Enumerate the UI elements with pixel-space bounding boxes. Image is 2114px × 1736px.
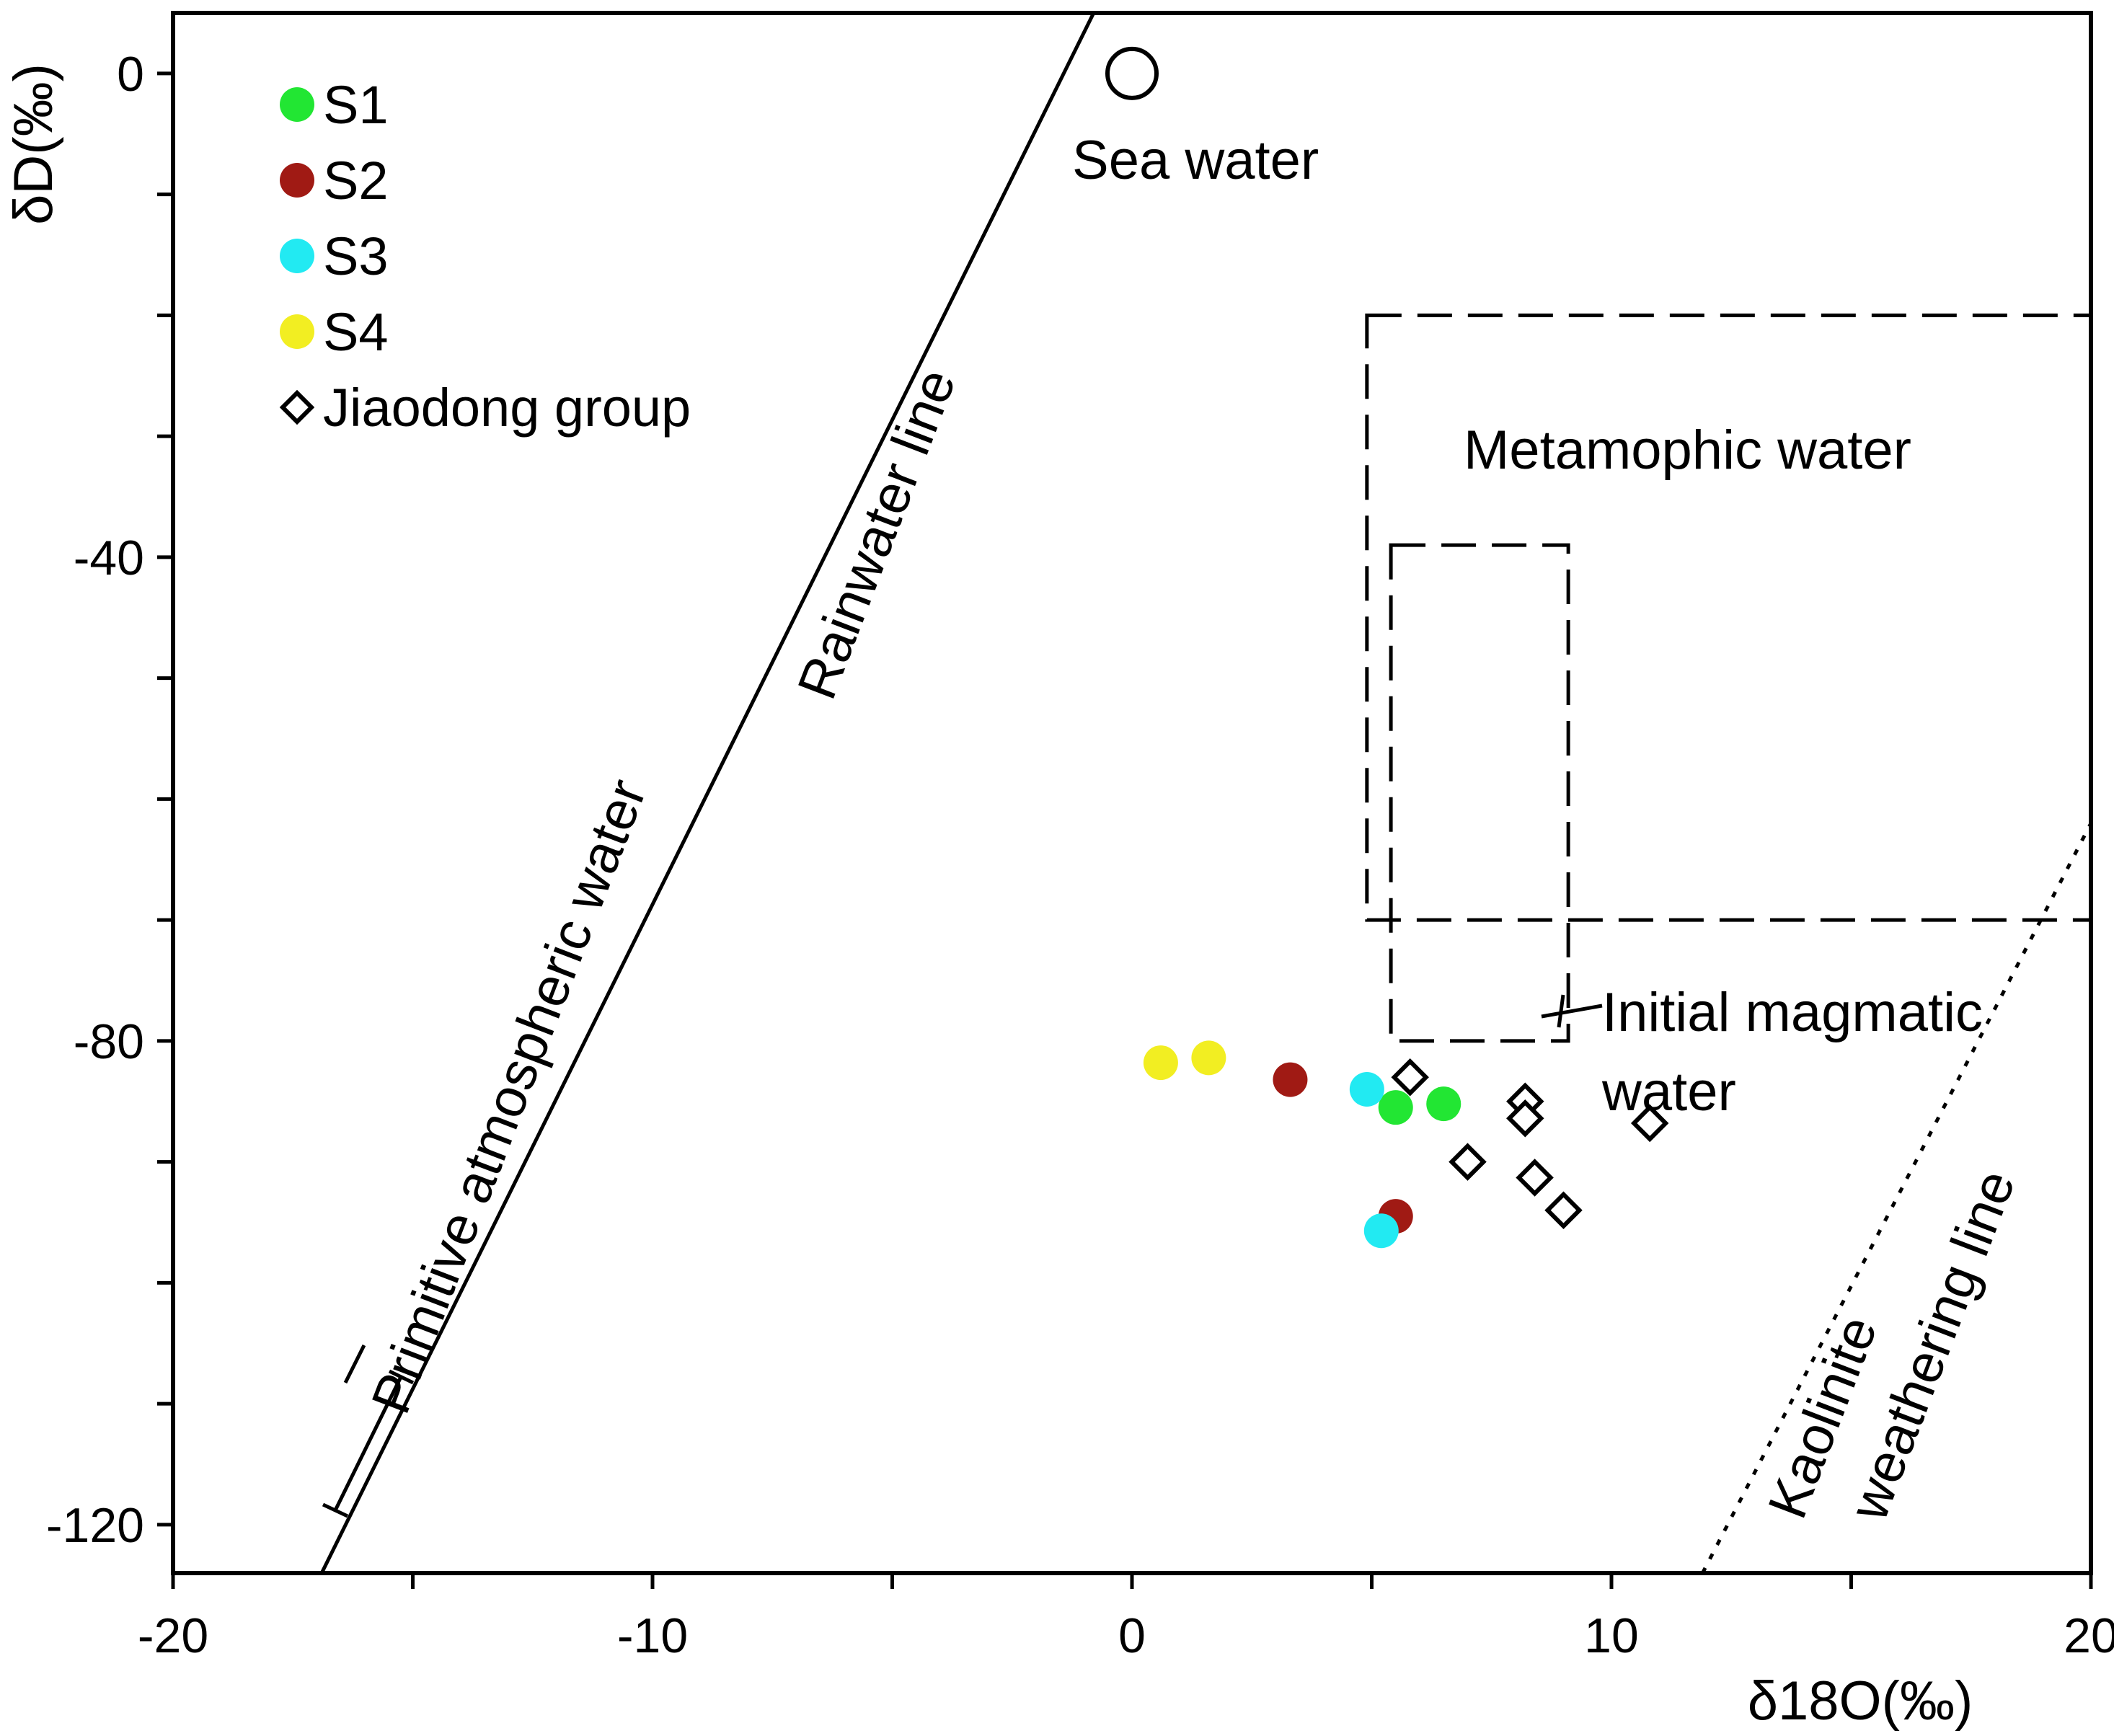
y-tick-label: 0 [117, 47, 144, 102]
x-tick-label: 0 [1118, 1608, 1146, 1663]
point-s3 [1349, 1071, 1384, 1107]
legend-label-jiaodong-group: Jiaodong group [323, 378, 691, 438]
magmatic-pointer [1541, 994, 1603, 1028]
legend-marker-s1 [280, 87, 314, 122]
point-s4 [1143, 1045, 1178, 1081]
point-jiaodong-group [1630, 1104, 1669, 1143]
legend-label-s4: S4 [323, 302, 389, 362]
point-jiaodong-group [1506, 1099, 1544, 1138]
rainwater-line-label: Rainwater line [786, 361, 968, 707]
magmatic-label-line1: Initial magmatic [1602, 982, 1983, 1043]
legend-label-s1: S1 [323, 75, 389, 135]
sea-water-label: Sea water [1072, 130, 1319, 191]
y-axis-title: δD(‰) [3, 63, 64, 225]
y-tick-label: -80 [74, 1014, 144, 1069]
legend-marker-jiaodong-group [279, 389, 315, 425]
legend-marker-s2 [280, 163, 314, 198]
legend-label-s3: S3 [323, 226, 389, 286]
rainwater-line [319, 12, 1096, 1575]
legend-marker-s3 [280, 239, 314, 273]
legend-label-s2: S2 [323, 151, 389, 211]
point-jiaodong-group [1516, 1159, 1554, 1197]
axis-ticks: -20 -10 0 10 20 0 -40 -80 -120 [46, 47, 2114, 1663]
metamorphic-water-label: Metamophic water [1464, 420, 1911, 481]
point-jiaodong-group [1391, 1058, 1429, 1097]
x-tick-label: 10 [1584, 1608, 1639, 1663]
magmatic-label-line2: water [1601, 1061, 1736, 1122]
point-s3 [1363, 1213, 1399, 1249]
point-jiaodong-group [1544, 1191, 1583, 1229]
primitive-water-bracket [322, 1344, 415, 1518]
legend: S1 S2 S3 S4 Jiaodong group [279, 75, 691, 438]
plot-frame [171, 11, 2093, 1575]
point-s1 [1378, 1090, 1413, 1125]
data-points [1143, 1040, 1669, 1249]
metamorphic-water-region [1365, 313, 2093, 922]
point-s1 [1426, 1086, 1461, 1122]
y-tick-label: -40 [74, 531, 144, 585]
point-jiaodong-group [1449, 1143, 1487, 1181]
x-tick-label: 20 [2064, 1608, 2114, 1663]
x-tick-label: -20 [138, 1608, 208, 1663]
x-tick-label: -10 [617, 1608, 688, 1663]
y-tick-label: -120 [46, 1498, 144, 1553]
point-s4 [1191, 1040, 1226, 1076]
legend-marker-s4 [280, 314, 314, 349]
initial-magmatic-water-region [1389, 543, 1570, 1043]
x-axis-title: δ18O(‰) [1748, 1670, 1973, 1732]
sea-water-marker [1105, 46, 1159, 100]
primitive-water-label: Primitive atmospheric water [360, 771, 658, 1422]
point-s2 [1273, 1062, 1308, 1097]
